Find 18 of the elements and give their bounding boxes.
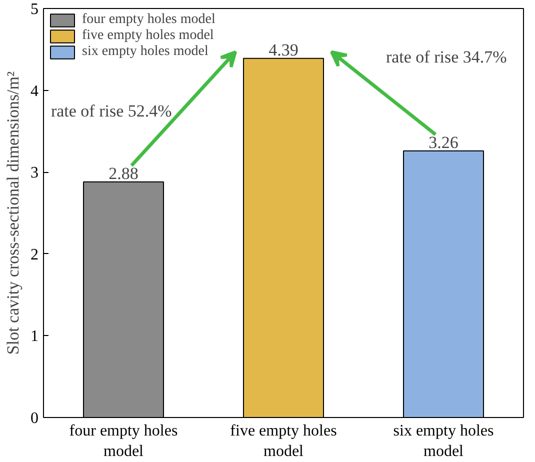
x-tick-label: four empty holes model: [69, 422, 178, 460]
legend-label: six empty holes model: [82, 44, 208, 60]
y-tick-label: 5: [30, 1, 38, 18]
annotation: rate of rise 34.7%: [386, 48, 507, 67]
y-tick-label: 2: [30, 246, 38, 264]
y-axis-title: Slot cavity cross-sectional dimensions/m²: [4, 71, 22, 355]
annotation: rate of rise 52.4%: [50, 102, 172, 121]
data-label: 2.88: [108, 164, 138, 183]
x-tick-label: six empty holes model: [393, 422, 494, 460]
x-tick-label: five empty holes model: [230, 422, 337, 460]
y-tick-label: 1: [30, 328, 38, 346]
y-tick-label: 3: [30, 164, 38, 182]
legend-label: five empty holes model: [82, 28, 214, 44]
data-label: 3.26: [428, 132, 458, 152]
y-tick-label: 0: [30, 410, 38, 427]
y-tick-label: 4: [30, 82, 38, 100]
legend-label: four empty holes model: [82, 12, 216, 28]
data-label: 4.39: [268, 40, 298, 60]
